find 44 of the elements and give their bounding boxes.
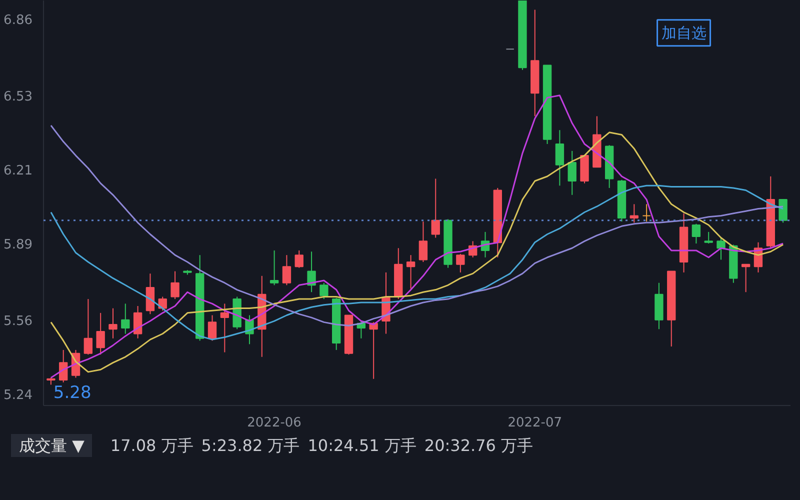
candlestick <box>778 199 788 224</box>
y-tick-label: 6.86 <box>4 13 33 28</box>
candlestick <box>456 253 465 273</box>
y-tick-label: 5.24 <box>4 388 33 403</box>
y-tick-label: 6.21 <box>4 163 33 178</box>
candlestick <box>704 231 713 244</box>
x-tick-label: 2022-06 <box>247 416 302 430</box>
candlestick <box>146 273 155 315</box>
y-tick-label: 5.56 <box>4 314 33 329</box>
candlestick <box>431 178 440 238</box>
annotation: 5.28 <box>53 383 92 404</box>
candlestick <box>716 237 726 260</box>
candlestick <box>170 270 180 300</box>
candlestick <box>59 349 68 383</box>
candlestick <box>418 221 428 263</box>
candlestick <box>282 254 292 286</box>
text: 10:24.51 万手 <box>308 436 416 455</box>
candlestick <box>568 150 576 196</box>
candlestick <box>208 314 217 342</box>
candlestick <box>741 264 750 293</box>
candlestick <box>630 204 638 224</box>
candlestick <box>270 250 279 286</box>
candlestick <box>555 130 564 186</box>
candlestick <box>294 250 304 268</box>
text: 17.08 万手 <box>110 436 194 455</box>
y-tick-label: 5.89 <box>4 238 33 252</box>
candlestick <box>320 282 328 300</box>
candlestick <box>158 296 167 312</box>
text: 成交量 ▼ <box>11 434 92 457</box>
text: 5:23.82 万手 <box>201 436 300 455</box>
candlestick <box>406 254 416 290</box>
annotation: 加自选 <box>661 24 706 42</box>
candlestick <box>121 303 130 334</box>
candlestick <box>96 312 105 356</box>
candlestick <box>307 251 316 293</box>
candlestick <box>692 223 701 244</box>
text: 20:32.76 万手 <box>424 436 534 455</box>
candlestick <box>108 308 118 339</box>
candlestick <box>220 303 230 353</box>
candlestick <box>84 298 93 356</box>
x-tick-label: 2022-07 <box>508 416 562 430</box>
candlestick <box>133 305 142 339</box>
candlestick <box>642 204 651 222</box>
y-tick-label: 6.53 <box>4 89 33 104</box>
